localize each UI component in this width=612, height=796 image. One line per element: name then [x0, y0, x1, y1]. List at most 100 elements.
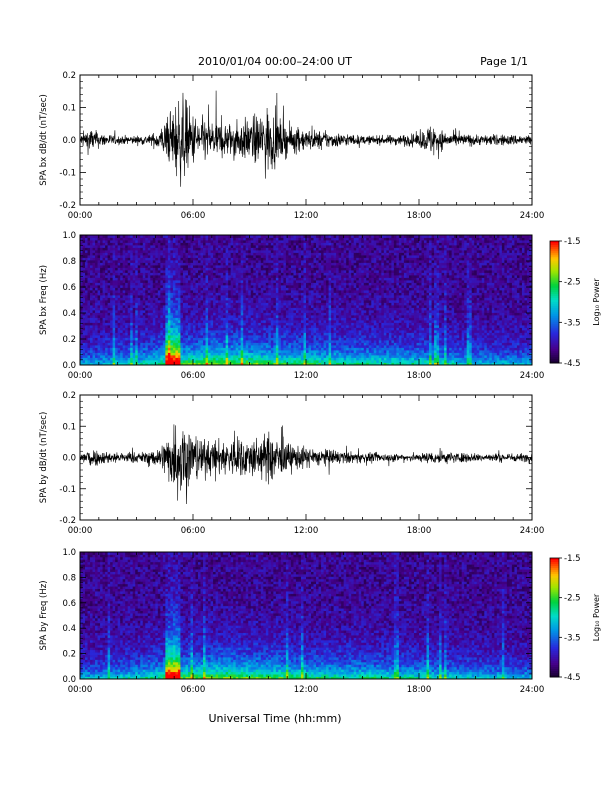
spectrogram-cell [256, 265, 259, 268]
spectrogram-cell [133, 273, 136, 276]
spectrogram-cell [203, 303, 206, 306]
spectrogram-cell [286, 273, 289, 276]
spectrogram-cell [248, 280, 251, 283]
spectrogram-cell [303, 270, 306, 273]
spectrogram-cell [185, 345, 188, 348]
spectrogram-cell [95, 328, 98, 331]
spectrogram-cell [173, 260, 176, 263]
spectrogram-cell [291, 333, 294, 336]
spectrogram-cell [281, 243, 284, 246]
spectrogram-cell [296, 335, 299, 338]
spectrogram-cell [248, 250, 251, 253]
spectrogram-cell [85, 328, 88, 331]
spectrogram-cell [218, 315, 221, 318]
spectrogram-cell [311, 275, 314, 278]
spectrogram-cell [185, 285, 188, 288]
spectrogram-cell [286, 308, 289, 311]
spectrogram-cell [98, 318, 101, 321]
spectrogram-cell [201, 298, 204, 301]
spectrogram-cell [113, 355, 116, 358]
spectrogram-cell [253, 275, 256, 278]
spectrogram-cell [165, 348, 168, 351]
spectrogram-cell [153, 248, 156, 251]
spectrogram-cell [110, 315, 113, 318]
spectrogram-cell [273, 265, 276, 268]
spectrogram-cell [201, 303, 204, 306]
spectrogram-cell [185, 325, 188, 328]
spectrogram-cell [170, 343, 173, 346]
spectrogram-cell [88, 248, 91, 251]
spectrogram-cell [173, 285, 176, 288]
spectrogram-cell [266, 280, 269, 283]
spectrogram-cell [221, 288, 224, 291]
spectrogram-cell [311, 305, 314, 308]
spectrogram-cell [216, 318, 219, 321]
spectrogram-cell [223, 260, 226, 263]
spectrogram-cell [263, 263, 266, 266]
spectrogram-cell [241, 273, 244, 276]
spectrogram-cell [88, 350, 91, 353]
spectrogram-cell [293, 305, 296, 308]
spectrogram-cell [88, 278, 91, 281]
spectrogram-cell [276, 260, 279, 263]
spectrogram-cell [273, 303, 276, 306]
spectrogram-cell [168, 333, 171, 336]
spectrogram-cell [155, 253, 158, 256]
spectrogram-cell [95, 255, 98, 258]
spectrogram-cell [153, 270, 156, 273]
spectrogram-cell [196, 280, 199, 283]
spectrogram-cell [193, 343, 196, 346]
spectrogram-cell [148, 308, 151, 311]
spectrogram-cell [268, 240, 271, 243]
spectrogram-cell [188, 290, 191, 293]
spectrogram-cell [108, 268, 111, 271]
spectrogram-cell [273, 280, 276, 283]
spectrogram-cell [88, 360, 91, 363]
spectrogram-cell [175, 280, 178, 283]
spectrogram-cell [178, 353, 181, 356]
spectrogram-cell [108, 263, 111, 266]
spectrogram-cell [261, 345, 264, 348]
spectrogram-cell [158, 340, 161, 343]
spectrogram-cell [216, 310, 219, 313]
spectrogram-cell [301, 315, 304, 318]
spectrogram-cell [148, 283, 151, 286]
spectrogram-cell [253, 308, 256, 311]
spectrogram-cell [88, 250, 91, 253]
spectrogram-cell [165, 290, 168, 293]
spectrogram-cell [100, 255, 103, 258]
spectrogram-cell [85, 243, 88, 246]
spectrogram-cell [143, 295, 146, 298]
spectrogram-cell [286, 265, 289, 268]
spectrogram-cell [173, 333, 176, 336]
spectrogram-cell [128, 250, 131, 253]
spectrogram-cell [226, 270, 229, 273]
spectrogram-cell [221, 313, 224, 316]
spectrogram-cell [221, 340, 224, 343]
spectrogram-cell [118, 335, 121, 338]
spectrogram-cell [95, 330, 98, 333]
spectrogram-cell [298, 335, 301, 338]
spectrogram-cell [246, 335, 249, 338]
spectrogram-cell [216, 340, 219, 343]
spectrogram-cell [138, 308, 141, 311]
spectrogram-cell [128, 280, 131, 283]
spectrogram-cell [148, 273, 151, 276]
spectrogram-cell [288, 243, 291, 246]
spectrogram-cell [263, 273, 266, 276]
spectrogram-cell [98, 348, 101, 351]
spectrogram-cell [103, 360, 106, 363]
spectrogram-cell [183, 243, 186, 246]
spectrogram-cell [213, 263, 216, 266]
spectrogram-cell [298, 240, 301, 243]
spectrogram-cell [223, 300, 226, 303]
spectrogram-cell [145, 248, 148, 251]
spectrogram-cell [273, 325, 276, 328]
spectrogram-cell [236, 280, 239, 283]
spectrogram-cell [231, 335, 234, 338]
spectrogram-cell [113, 245, 116, 248]
spectrogram-cell [301, 323, 304, 326]
spectrogram-cell [155, 280, 158, 283]
spectrogram-cell [153, 260, 156, 263]
spectrogram-cell [263, 300, 266, 303]
